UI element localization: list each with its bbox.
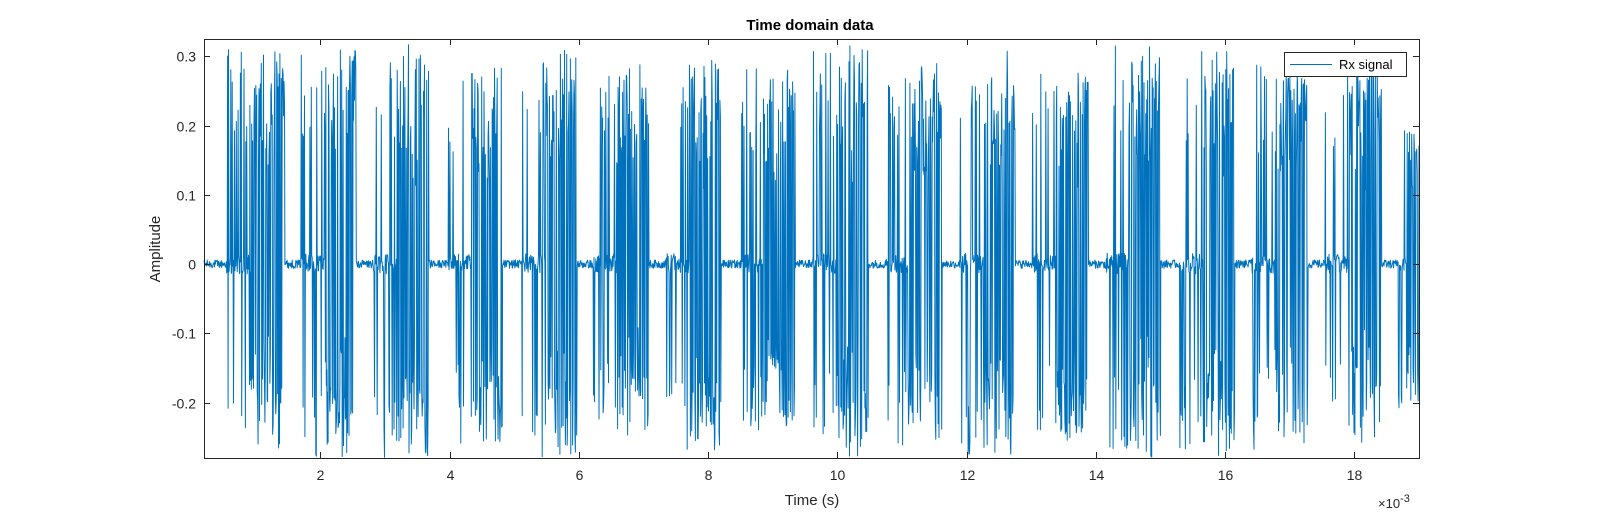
plot-area xyxy=(204,39,1419,458)
x-axis-exponent: ×10-3 xyxy=(1378,493,1410,511)
x-tick-label-16: 16 xyxy=(1218,467,1234,483)
legend[interactable]: Rx signal xyxy=(1284,52,1407,77)
x-exponent-base: ×10 xyxy=(1378,496,1400,511)
x-axis-ticks: 2 4 6 8 10 12 14 16 18 xyxy=(317,39,1363,483)
y-axis-ticks: -0.2 -0.1 0 0.1 0.2 0.3 xyxy=(172,49,1419,412)
axes-box xyxy=(204,39,1420,459)
legend-label-rx-signal: Rx signal xyxy=(1339,57,1393,72)
signal-layer xyxy=(203,44,1420,458)
y-tick-label--0.1: -0.1 xyxy=(172,326,196,342)
x-tick-label-2: 2 xyxy=(317,467,325,483)
x-tick-label-12: 12 xyxy=(960,467,976,483)
y-tick-label-0.1: 0.1 xyxy=(177,188,197,204)
x-tick-label-6: 6 xyxy=(576,467,584,483)
y-tick-label-0: 0 xyxy=(188,257,196,273)
x-tick-label-18: 18 xyxy=(1347,467,1363,483)
x-tick-label-10: 10 xyxy=(830,467,846,483)
y-axis-label: Amplitude xyxy=(147,216,164,283)
x-axis-label: Time (s) xyxy=(785,492,839,509)
y-tick-label-0.2: 0.2 xyxy=(177,119,197,135)
y-tick-label-0.3: 0.3 xyxy=(177,49,197,65)
y-tick-label--0.2: -0.2 xyxy=(172,396,196,412)
series-line-rx-signal xyxy=(203,44,1420,458)
x-tick-label-4: 4 xyxy=(447,467,455,483)
x-tick-label-8: 8 xyxy=(705,467,713,483)
x-tick-label-14: 14 xyxy=(1089,467,1105,483)
chart-title: Time domain data xyxy=(746,17,874,34)
x-exponent-power: -3 xyxy=(1400,493,1410,505)
